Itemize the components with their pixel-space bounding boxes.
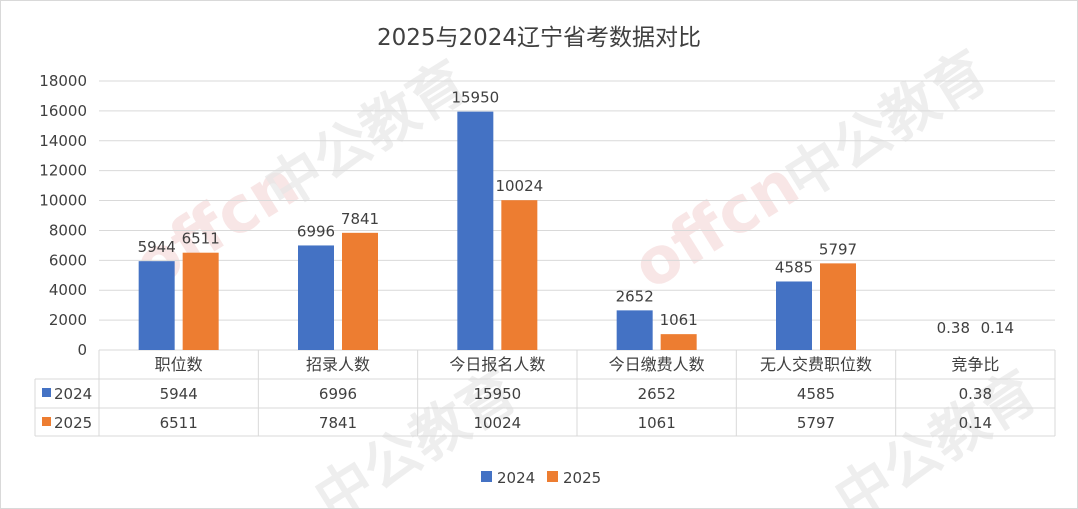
legend-key-2025 [547,471,558,482]
category-label: 无人交费职位数 [760,355,872,374]
legend-label-2024: 2024 [497,469,535,487]
table-series-name: 2024 [54,385,92,403]
category-label: 竞争比 [951,355,999,374]
gridlines [99,80,1055,351]
y-tick-label: 12000 [39,162,87,180]
chart-title: 2025与2024辽宁省考数据对比 [377,25,701,51]
table-cell: 1061 [638,414,676,432]
data-label: 0.14 [981,319,1014,337]
data-label: 15950 [451,89,499,107]
legend: 2024 2025 [481,469,601,487]
category-label: 职位数 [155,355,203,374]
bar-2025-今日缴费人数 [660,334,697,350]
data-label: 1061 [660,311,698,329]
y-tick-label: 2000 [49,311,87,329]
data-label: 5944 [138,238,176,256]
y-axis: 0 2000 4000 6000 8000 10000 12000 14000 16000 180… [39,72,87,359]
bar-2025-今日报名人数 [501,200,538,350]
table-cell: 6996 [319,385,357,403]
watermark-text: 中公教育 [774,39,998,213]
category-label: 今日缴费人数 [609,355,705,374]
bars [138,111,1016,350]
legend-key-2024 [481,471,492,482]
legend-label-2025: 2025 [563,469,601,487]
watermark-text: 中公教育 [824,359,1048,508]
y-tick-label: 8000 [49,221,87,239]
data-label: 4585 [775,258,813,276]
table-cell: 0.38 [959,385,992,403]
bar-2024-职位数 [138,261,175,350]
bar-2025-招录人数 [342,232,378,350]
table-series-name: 2025 [54,414,92,432]
table-cell: 0.14 [959,414,992,432]
bar-2024-招录人数 [298,245,334,350]
table-cell: 10024 [473,414,521,432]
table-cell: 4585 [797,385,835,403]
table-cell: 2652 [638,385,676,403]
table-cell: 5944 [160,385,198,403]
table-cell: 7841 [319,414,357,432]
data-label: 0.38 [937,319,970,337]
category-label: 今日报名人数 [449,355,545,374]
table-cell: 15950 [473,385,521,403]
category-label: 招录人数 [306,355,370,374]
y-tick-label: 0 [77,341,87,359]
watermark-text: 中公教育 [254,49,478,223]
table-legend-key [42,417,51,426]
data-table: 职位数 招录人数 今日报名人数 今日缴费人数 无人交费职位数 竞争比 2024 5944 699… [34,350,1056,437]
data-labels: 5944 6996 15950 2652 4585 0.38 6511 7841 10024 10… [138,89,1014,337]
data-label: 6511 [182,230,220,248]
y-tick-label: 18000 [39,72,87,90]
y-tick-label: 4000 [49,281,87,299]
data-label: 6996 [297,222,335,240]
y-tick-label: 10000 [39,192,87,210]
y-tick-label: 6000 [49,251,87,269]
bar-2024-今日缴费人数 [616,310,653,350]
table-cell: 5797 [797,414,835,432]
data-label: 5797 [819,240,857,258]
data-label: 2652 [616,287,654,305]
table-legend-key [42,388,51,397]
y-tick-label: 14000 [39,132,87,150]
bar-2025-无人交费职位数 [820,263,856,350]
table-cell: 6511 [160,414,198,432]
bar-2025-职位数 [182,252,219,350]
bar-2024-无人交费职位数 [776,281,812,350]
data-label: 7841 [341,210,379,228]
y-tick-label: 16000 [39,102,87,120]
watermark-text: 中公教育 [304,359,528,508]
data-label: 10024 [495,177,543,195]
bar-2024-今日报名人数 [457,111,494,350]
